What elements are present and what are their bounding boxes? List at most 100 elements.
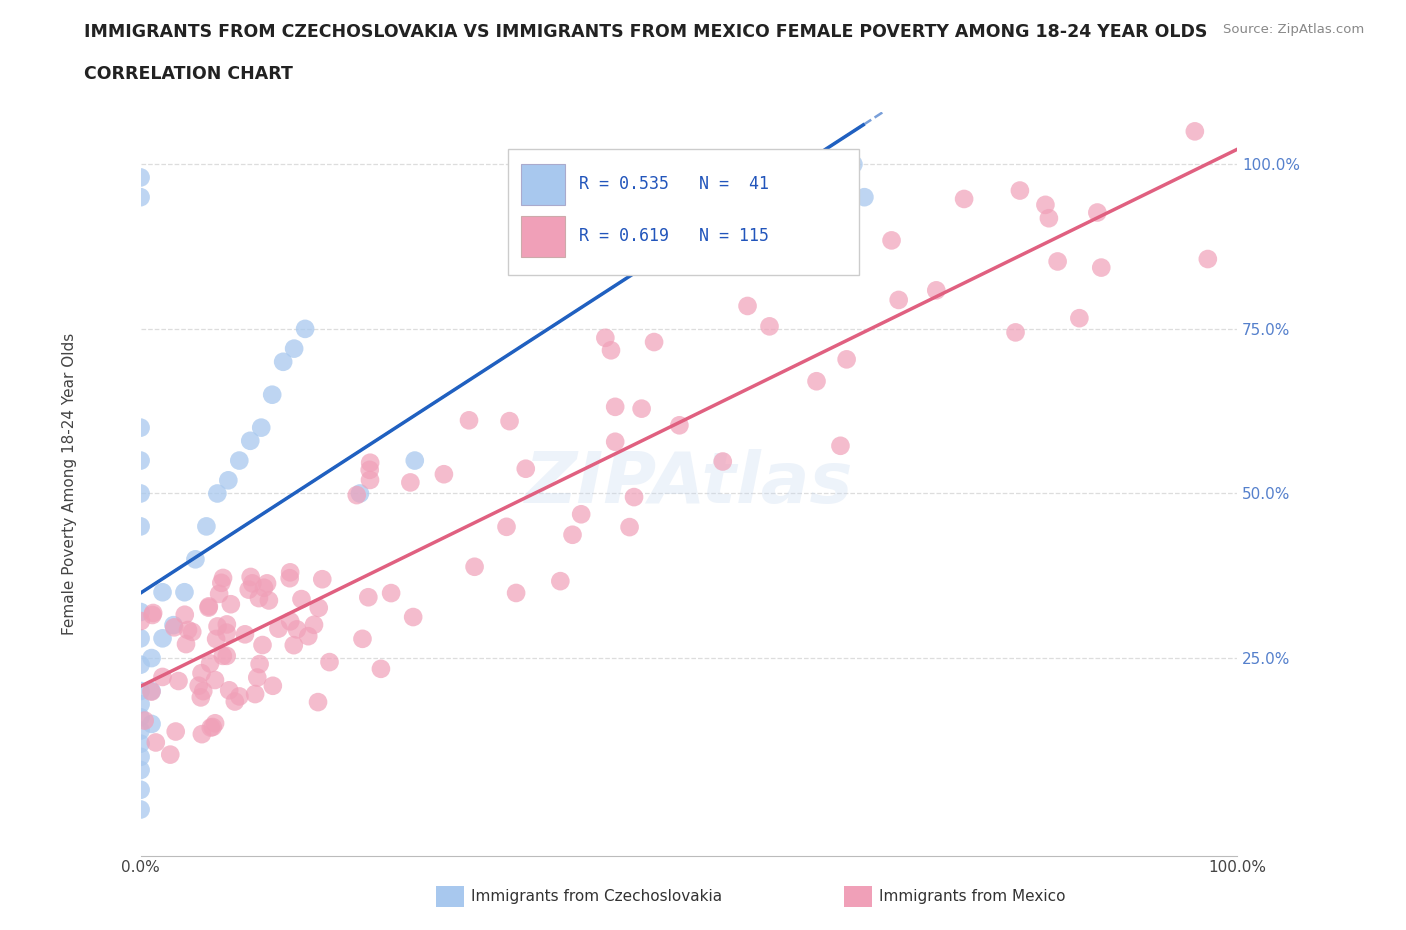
Text: Immigrants from Mexico: Immigrants from Mexico [879, 889, 1066, 904]
Point [605, 399, 627, 414]
Point [233, 627, 256, 642]
Point [359, 462, 381, 477]
Text: ZIPAtlas: ZIPAtlas [524, 449, 853, 518]
Point [129, 782, 152, 797]
Point [278, 565, 301, 579]
Point [380, 586, 402, 601]
Text: Source: ZipAtlas.com: Source: ZipAtlas.com [1223, 23, 1364, 36]
Point [643, 335, 665, 350]
Point [239, 433, 262, 448]
Point [433, 467, 456, 482]
Point [283, 638, 305, 653]
Text: Female Poverty Among 18-24 Year Olds: Female Poverty Among 18-24 Year Olds [62, 333, 77, 635]
Text: CORRELATION CHART: CORRELATION CHART [84, 65, 294, 83]
Point [204, 716, 226, 731]
Point [173, 607, 195, 622]
Point [204, 672, 226, 687]
Point [129, 763, 152, 777]
Point [174, 637, 197, 652]
Point [404, 453, 426, 468]
Point [1008, 183, 1031, 198]
Point [152, 670, 174, 684]
Point [630, 401, 652, 416]
Point [515, 461, 537, 476]
Point [200, 720, 222, 735]
Point [294, 322, 316, 337]
Point [464, 559, 486, 574]
Point [190, 666, 212, 681]
Point [129, 750, 152, 764]
Point [711, 454, 734, 469]
Point [152, 585, 174, 600]
Point [561, 527, 583, 542]
Point [141, 684, 163, 698]
Point [285, 622, 308, 637]
Point [218, 683, 240, 698]
FancyBboxPatch shape [522, 216, 565, 257]
Point [215, 648, 238, 663]
Point [820, 157, 842, 172]
FancyBboxPatch shape [508, 149, 859, 275]
FancyBboxPatch shape [522, 164, 565, 205]
Point [250, 420, 273, 435]
Point [357, 590, 380, 604]
Point [359, 456, 381, 471]
Point [308, 601, 330, 616]
Point [297, 629, 319, 644]
Point [498, 414, 520, 429]
Point [184, 551, 207, 566]
Point [129, 170, 152, 185]
Point [197, 600, 219, 615]
Point [262, 387, 284, 402]
Point [129, 486, 152, 501]
Point [495, 519, 517, 534]
Point [290, 591, 312, 606]
Point [142, 605, 165, 620]
Point [1184, 124, 1206, 139]
Point [830, 438, 852, 453]
Point [129, 519, 152, 534]
Point [173, 585, 195, 600]
Point [458, 413, 481, 428]
Point [256, 576, 278, 591]
Point [243, 686, 266, 701]
Point [181, 624, 204, 639]
Point [399, 475, 422, 490]
Point [953, 192, 976, 206]
Point [129, 697, 152, 711]
Point [205, 631, 228, 646]
Point [1035, 197, 1057, 212]
Point [129, 190, 152, 205]
Point [129, 710, 152, 724]
Point [835, 352, 858, 366]
Text: R = 0.535   N =  41: R = 0.535 N = 41 [579, 175, 769, 193]
Point [278, 571, 301, 586]
Point [550, 574, 572, 589]
Point [247, 591, 270, 605]
Point [307, 695, 329, 710]
Point [267, 621, 290, 636]
Point [619, 520, 641, 535]
Point [134, 713, 156, 728]
Point [190, 690, 212, 705]
Point [806, 374, 828, 389]
Point [228, 689, 250, 704]
Point [195, 519, 218, 534]
Point [1069, 311, 1091, 325]
Point [1004, 325, 1026, 339]
Point [193, 684, 215, 698]
Point [228, 453, 250, 468]
Point [152, 631, 174, 645]
Point [605, 434, 627, 449]
Point [207, 619, 229, 634]
Point [887, 293, 910, 308]
Point [402, 609, 425, 624]
Point [159, 747, 181, 762]
Point [208, 587, 231, 602]
Point [249, 657, 271, 671]
Point [129, 658, 152, 672]
Point [215, 617, 238, 631]
Point [211, 648, 233, 663]
Text: R = 0.619   N = 115: R = 0.619 N = 115 [579, 227, 769, 245]
Text: IMMIGRANTS FROM CZECHOSLOVAKIA VS IMMIGRANTS FROM MEXICO FEMALE POVERTY AMONG 18: IMMIGRANTS FROM CZECHOSLOVAKIA VS IMMIGR… [84, 23, 1208, 41]
